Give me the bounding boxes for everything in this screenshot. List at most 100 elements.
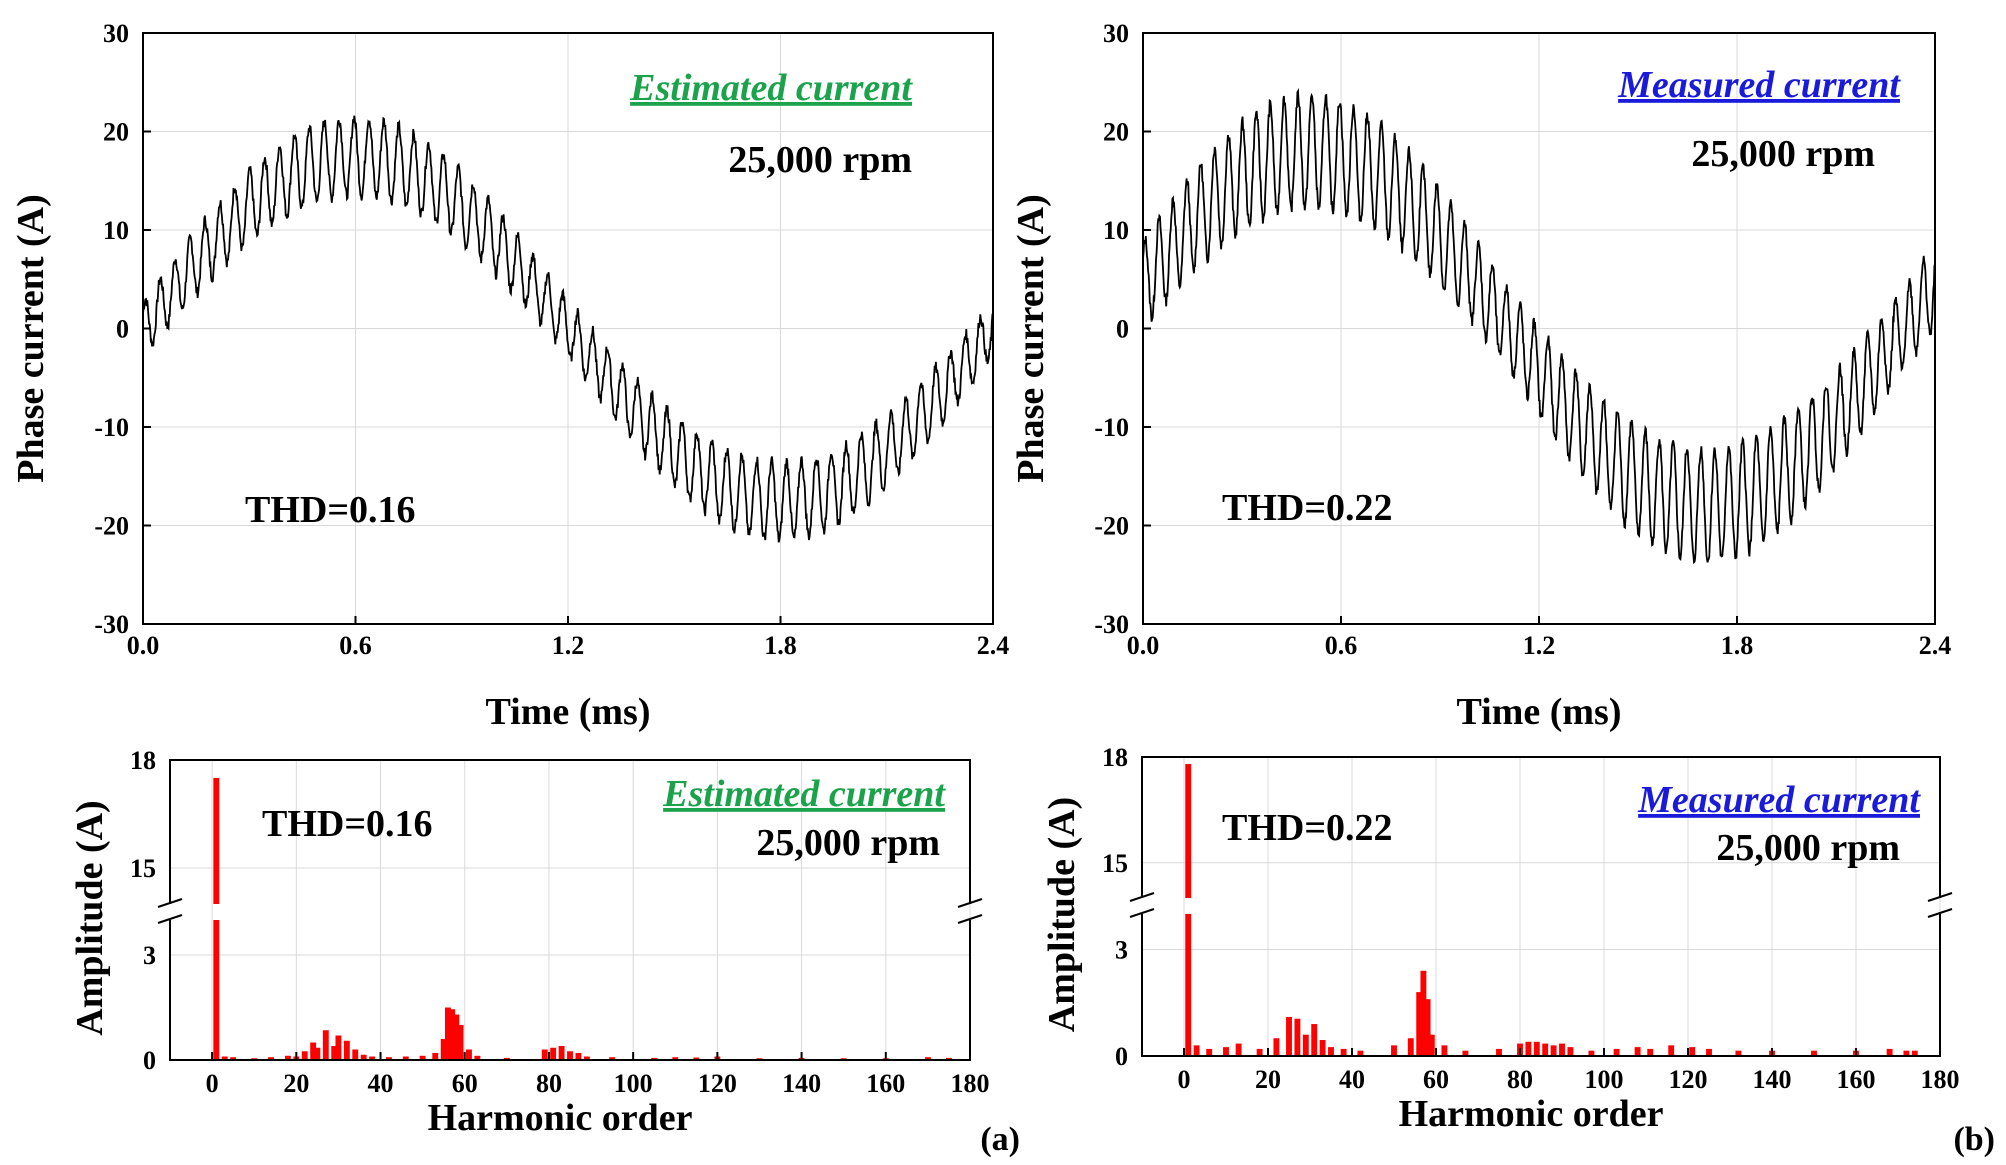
harmonic-bar xyxy=(1903,1050,1910,1056)
x-tick-label: 40 xyxy=(368,1069,394,1098)
speed-label: 25,000 rpm xyxy=(1691,133,1875,175)
legend-label: Estimated current xyxy=(662,773,946,815)
harmonic-bar xyxy=(583,1056,590,1060)
harmonic-bar xyxy=(503,1057,510,1060)
x-tick-label: 1.8 xyxy=(1721,631,1754,660)
x-axis-label: Harmonic order xyxy=(1399,1093,1664,1135)
harmonic-bar xyxy=(1588,1050,1595,1056)
y-tick-label: 20 xyxy=(103,118,129,147)
harmonic-bar xyxy=(457,1025,464,1060)
y-axis-label: Phase current (A) xyxy=(10,194,52,482)
axis-break-mark xyxy=(1927,908,1953,918)
current-trace xyxy=(142,115,994,543)
harmonic-bar xyxy=(1613,1048,1620,1056)
thd-label: THD=0.22 xyxy=(1222,807,1393,849)
harmonic-bar xyxy=(419,1055,426,1060)
plot-frame-lower xyxy=(169,920,971,1061)
x-tick-label: 40 xyxy=(1339,1065,1365,1094)
legend-label: Estimated current xyxy=(629,67,913,109)
harmonic-bar xyxy=(1319,1040,1326,1056)
harmonic-bar xyxy=(268,1057,274,1060)
current-trace xyxy=(1142,87,1936,565)
panel-label: (b) xyxy=(1953,1121,1995,1158)
harmonic-bar xyxy=(1193,1045,1200,1056)
y-tick-label: 20 xyxy=(1103,118,1129,147)
x-tick-label: 0.0 xyxy=(1127,631,1160,660)
harmonic-bar xyxy=(1567,1047,1574,1056)
harmonic-bar xyxy=(230,1057,237,1060)
x-tick-label: 100 xyxy=(1585,1065,1624,1094)
x-tick-label: 0.0 xyxy=(127,631,160,660)
y-tick-label: 10 xyxy=(103,216,129,245)
harmonic-bar xyxy=(386,1057,392,1060)
harmonic-bar xyxy=(284,1055,291,1060)
x-tick-label: 180 xyxy=(1921,1065,1960,1094)
x-tick-label: 60 xyxy=(1423,1065,1449,1094)
y-axis-label: Amplitude (A) xyxy=(69,800,111,1035)
x-tick-label: 160 xyxy=(1837,1065,1876,1094)
y-tick-label: -10 xyxy=(1094,413,1129,442)
harmonic-bar xyxy=(1735,1050,1742,1056)
speed-label: 25,000 rpm xyxy=(728,139,912,181)
harmonic-bar xyxy=(314,1047,321,1060)
x-tick-label: 1.2 xyxy=(1523,631,1556,660)
y-tick-label: -30 xyxy=(1094,610,1129,639)
y-tick-label: 0 xyxy=(116,315,129,344)
harmonic-bar xyxy=(449,1009,456,1060)
thd-label: THD=0.16 xyxy=(245,489,416,531)
harmonic-bar xyxy=(331,1046,338,1060)
harmonic-bar xyxy=(1185,914,1192,1056)
speed-label: 25,000 rpm xyxy=(1716,827,1900,869)
speed-label: 25,000 rpm xyxy=(756,822,940,864)
harmonic-bar xyxy=(1550,1045,1557,1056)
axis-break-mark xyxy=(157,914,183,924)
harmonic-bar xyxy=(1424,999,1431,1056)
harmonic-bar xyxy=(402,1056,409,1060)
y-tick-label: 10 xyxy=(1103,216,1129,245)
x-tick-label: 160 xyxy=(866,1069,905,1098)
harmonic-bar xyxy=(672,1057,679,1060)
harmonic-bar xyxy=(1542,1043,1549,1056)
harmonic-bar xyxy=(1496,1048,1502,1056)
y-tick-label: 0 xyxy=(143,1046,156,1075)
x-tick-label: 0.6 xyxy=(1325,631,1358,660)
harmonic-bar xyxy=(360,1054,367,1060)
harmonic-bar xyxy=(1911,1050,1918,1056)
harmonic-bar xyxy=(1286,1016,1292,1056)
y-tick-label: 0 xyxy=(1116,315,1129,344)
y-tick-label: 15 xyxy=(1102,849,1128,878)
y-tick-label: 30 xyxy=(103,19,129,48)
x-axis-label: Time (ms) xyxy=(486,691,651,733)
harmonic-bar xyxy=(1886,1048,1893,1056)
y-tick-label: 3 xyxy=(1115,936,1128,965)
harmonic-bar xyxy=(567,1051,573,1060)
x-tick-label: 60 xyxy=(452,1069,478,1098)
y-axis-label: Amplitude (A) xyxy=(1041,797,1083,1032)
harmonic-bar xyxy=(1311,1024,1318,1056)
harmonic-bar xyxy=(1689,1047,1696,1056)
panel-b-time: 0.0 0.6 1.2 1.8 2.4 30 20 10 0 -10 -20 -30 Time (ms)… xyxy=(1010,19,1951,733)
x-tick-label: 120 xyxy=(1669,1065,1708,1094)
harmonic-bar xyxy=(1416,992,1423,1056)
harmonic-bar xyxy=(1273,1038,1280,1056)
harmonic-bar xyxy=(343,1040,350,1060)
harmonic-bar xyxy=(1223,1047,1229,1056)
legend-label: Measured current xyxy=(1617,64,1901,106)
panel-a-time: 0.0 0.6 1.2 1.8 2.4 30 20 10 0 -10 -20 -30 Time (ms)… xyxy=(10,19,1009,733)
thd-label: THD=0.22 xyxy=(1222,487,1393,529)
x-tick-label: 2.4 xyxy=(1919,631,1952,660)
harmonic-bar-upper xyxy=(1185,764,1192,898)
y-tick-label: 3 xyxy=(143,941,156,970)
harmonic-bar xyxy=(221,1056,228,1060)
x-tick-label: 180 xyxy=(951,1069,990,1098)
x-tick-label: 0 xyxy=(1178,1065,1191,1094)
x-tick-label: 80 xyxy=(1507,1065,1533,1094)
y-tick-label: 15 xyxy=(130,854,156,883)
harmonic-bar xyxy=(1302,1034,1309,1056)
harmonic-bar xyxy=(322,1030,329,1060)
harmonic-bar xyxy=(440,1039,447,1060)
x-tick-label: 2.4 xyxy=(977,631,1010,660)
harmonic-bar xyxy=(453,1014,460,1060)
harmonic-bar xyxy=(693,1057,700,1060)
